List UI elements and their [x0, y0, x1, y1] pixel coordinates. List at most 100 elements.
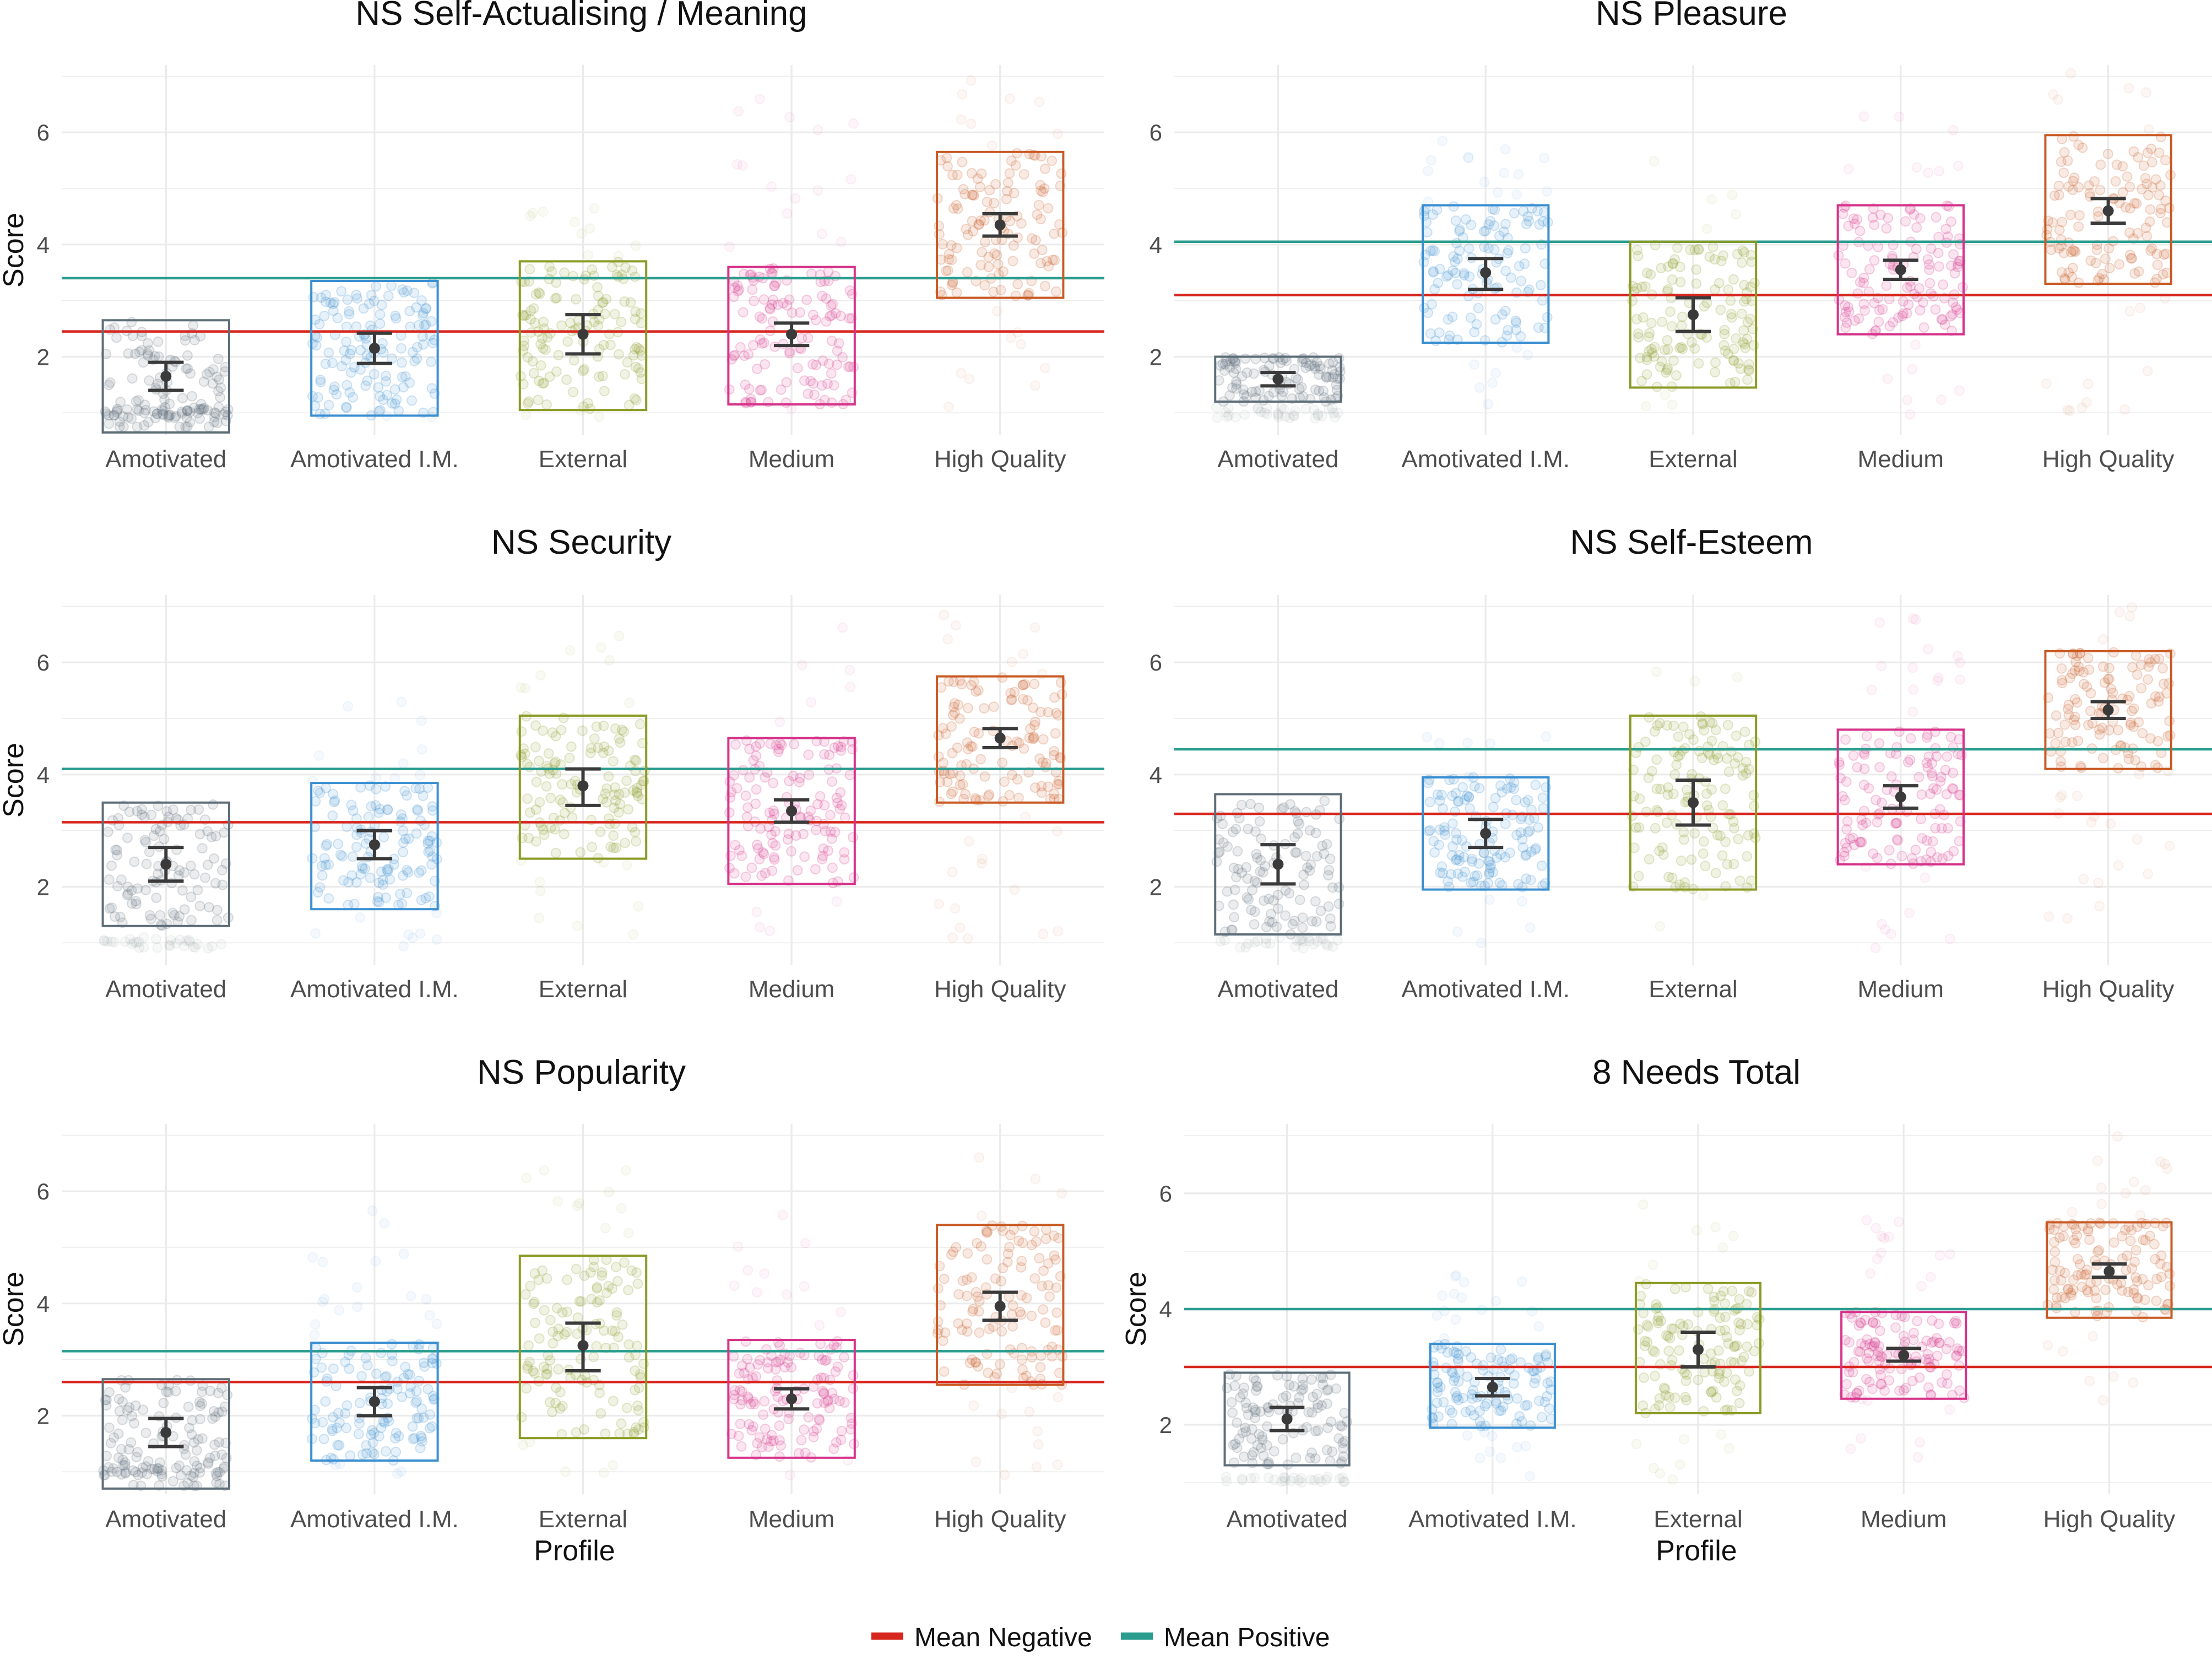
- data-point-medium: [1915, 305, 1926, 316]
- data-point-external: [1710, 725, 1721, 736]
- data-point-amotivated-i-m: [336, 286, 347, 297]
- data-point-amotivated-i-m: [1495, 1452, 1506, 1463]
- data-point-external: [1728, 816, 1739, 827]
- data-point-high-quality: [1034, 96, 1045, 107]
- data-point-amotivated: [1284, 413, 1295, 424]
- data-point-amotivated-i-m: [1484, 1446, 1495, 1457]
- data-point-medium: [774, 1420, 785, 1431]
- data-point-amotivated: [181, 936, 192, 946]
- data-point-external: [1712, 753, 1723, 764]
- data-point-high-quality: [2097, 269, 2108, 279]
- data-point-amotivated: [178, 940, 189, 952]
- data-point-amotivated: [105, 324, 116, 335]
- data-point-medium: [794, 777, 805, 788]
- data-point-medium: [737, 160, 748, 171]
- data-point-amotivated-i-m: [389, 773, 400, 784]
- data-point-high-quality: [1044, 1291, 1055, 1302]
- data-point-amotivated-i-m: [404, 306, 415, 317]
- data-point-amotivated-i-m: [1516, 1276, 1527, 1287]
- data-point-high-quality: [960, 788, 971, 799]
- data-point-external: [624, 1339, 635, 1350]
- data-point-external: [1719, 325, 1730, 336]
- data-point-high-quality: [961, 224, 972, 235]
- data-point-amotivated: [1266, 909, 1276, 920]
- data-point-amotivated: [1223, 410, 1234, 421]
- data-point-high-quality: [2062, 404, 2073, 415]
- data-point-amotivated-i-m: [1425, 245, 1436, 256]
- data-point-amotivated-i-m: [341, 336, 352, 347]
- data-point-medium: [1934, 166, 1945, 177]
- data-point-high-quality: [2155, 1156, 2166, 1167]
- data-point-high-quality: [1006, 155, 1017, 166]
- data-point-amotivated-i-m: [1509, 783, 1519, 794]
- data-point-external: [591, 721, 602, 732]
- data-point-medium: [783, 828, 794, 839]
- data-point-amotivated-i-m: [1485, 859, 1497, 871]
- data-point-external: [1649, 351, 1660, 362]
- data-point-amotivated: [174, 1460, 185, 1471]
- data-point-amotivated: [197, 843, 208, 854]
- data-point-external: [551, 1302, 562, 1313]
- data-point-medium: [1923, 751, 1934, 762]
- data-point-amotivated-i-m: [1460, 214, 1471, 225]
- data-point-external: [574, 1296, 585, 1307]
- data-point-external: [1723, 766, 1734, 777]
- data-point-amotivated: [209, 853, 219, 864]
- data-point-amotivated: [120, 936, 131, 947]
- data-point-amotivated: [182, 406, 193, 417]
- data-point-medium: [782, 300, 793, 311]
- data-point-amotivated-i-m: [1434, 824, 1445, 835]
- data-point-medium: [820, 826, 831, 837]
- data-point-amotivated: [1271, 921, 1282, 932]
- data-point-amotivated: [1304, 865, 1315, 876]
- data-point-amotivated: [102, 936, 113, 947]
- data-point-amotivated-i-m: [313, 750, 324, 761]
- data-point-high-quality: [2113, 725, 2124, 736]
- data-point-high-quality: [2094, 1245, 2105, 1256]
- data-point-medium: [751, 906, 762, 917]
- data-point-high-quality: [2092, 1311, 2103, 1321]
- data-point-high-quality: [2155, 132, 2166, 143]
- data-point-high-quality: [1049, 788, 1060, 799]
- data-point-external: [1745, 250, 1756, 261]
- data-point-amotivated: [152, 379, 163, 390]
- data-point-high-quality: [967, 741, 978, 752]
- data-point-medium: [818, 843, 829, 854]
- data-point-external: [624, 399, 635, 410]
- data-point-medium: [795, 307, 806, 318]
- data-point-amotivated-i-m: [321, 289, 331, 300]
- data-point-external: [1638, 1199, 1649, 1210]
- data-point-high-quality: [2150, 653, 2161, 664]
- data-point-amotivated-i-m: [1511, 189, 1522, 200]
- data-point-amotivated-i-m: [1500, 144, 1511, 155]
- data-point-amotivated-i-m: [1478, 226, 1489, 237]
- data-point-amotivated-i-m: [421, 1294, 432, 1305]
- data-point-high-quality: [946, 240, 957, 251]
- data-point-external: [1656, 356, 1667, 367]
- data-point-medium: [1953, 160, 1964, 171]
- data-point-amotivated: [1262, 409, 1273, 420]
- data-point-high-quality: [946, 721, 957, 732]
- data-point-amotivated: [1313, 369, 1324, 380]
- data-point-high-quality: [1027, 233, 1038, 244]
- data-point-medium: [1951, 1350, 1962, 1361]
- data-point-medium: [1926, 1337, 1937, 1348]
- data-point-high-quality: [2103, 1302, 2114, 1313]
- data-point-high-quality: [1009, 686, 1020, 698]
- data-point-amotivated-i-m: [415, 770, 425, 781]
- data-point-medium: [742, 802, 753, 813]
- data-point-amotivated-i-m: [1522, 350, 1533, 360]
- data-point-medium: [1936, 394, 1947, 406]
- data-point-medium: [1935, 771, 1947, 782]
- data-point-amotivated-i-m: [1489, 244, 1500, 255]
- data-point-amotivated-i-m: [411, 828, 422, 839]
- panel-6-y-axis-title: Score: [1120, 1272, 1152, 1347]
- data-point-amotivated: [201, 369, 212, 380]
- data-point-external: [544, 371, 555, 382]
- data-point-external: [1738, 1352, 1749, 1363]
- data-point-external: [1720, 836, 1731, 847]
- data-point-amotivated: [1227, 1407, 1238, 1418]
- data-point-amotivated-i-m: [1447, 1407, 1458, 1418]
- panel-3-series-amotivated: [101, 801, 231, 927]
